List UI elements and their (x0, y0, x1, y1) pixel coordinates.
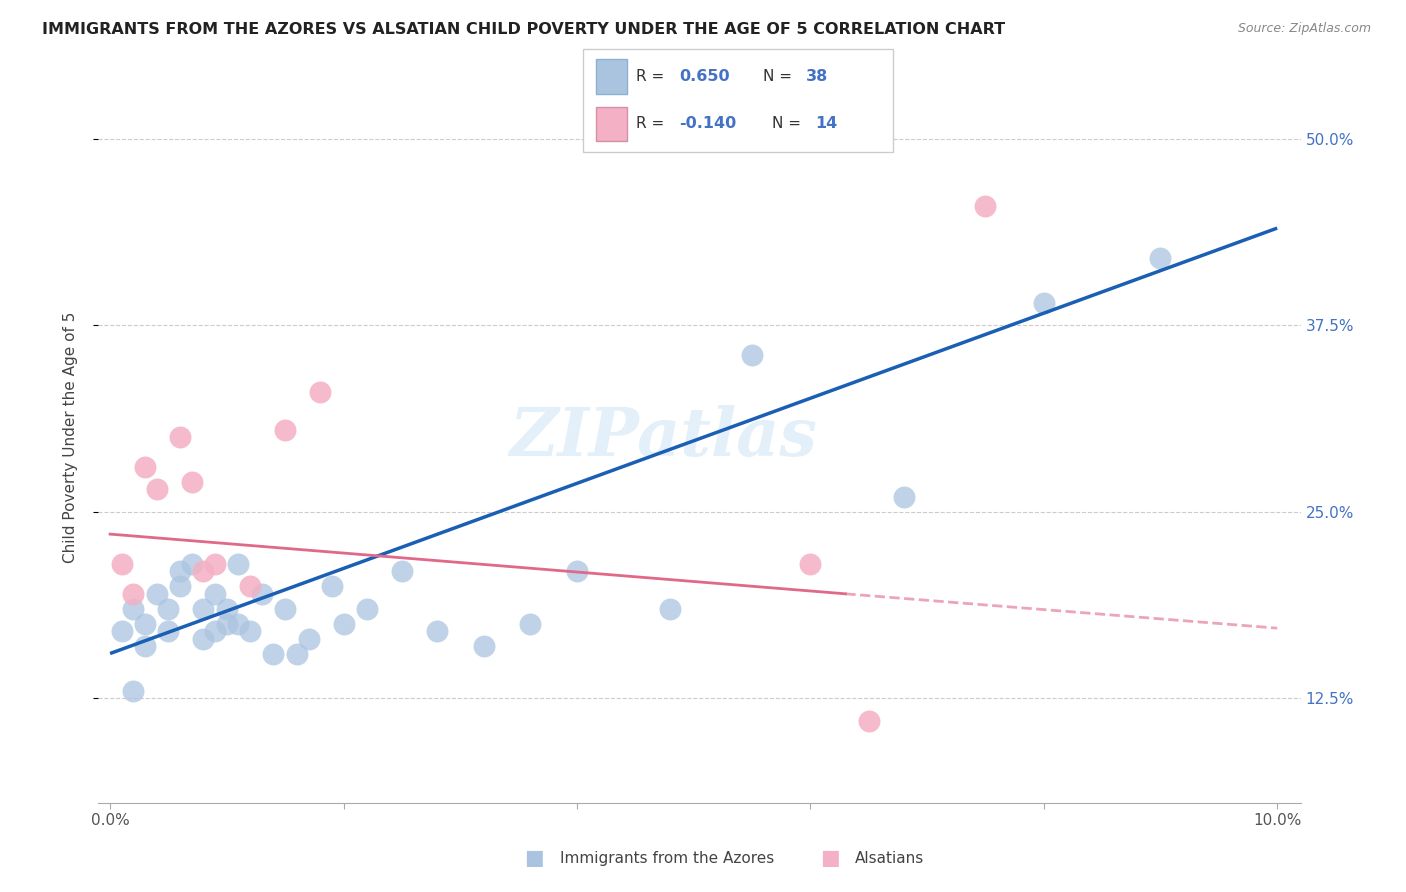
Point (274, 601, 297, 615)
Point (228, 557, 250, 571)
Point (858, 714, 880, 728)
Point (519, 616, 541, 631)
Point (472, 639, 495, 653)
Point (134, 639, 156, 653)
Point (180, 475, 202, 489)
FancyBboxPatch shape (583, 49, 893, 152)
Point (893, 490, 915, 504)
Point (215, 616, 238, 631)
Text: R =: R = (636, 117, 669, 131)
Point (169, 430, 191, 444)
Point (321, 579, 343, 593)
Point (297, 632, 319, 646)
Point (157, 624, 180, 639)
Text: Alsatians: Alsatians (855, 851, 924, 865)
Point (239, 579, 262, 593)
Text: 14: 14 (815, 117, 838, 131)
Point (250, 587, 273, 601)
Point (193, 632, 215, 646)
Point (169, 565, 191, 579)
Point (134, 459, 156, 474)
Text: 0.650: 0.650 (679, 70, 730, 84)
Text: N =: N = (772, 117, 806, 131)
Point (169, 579, 191, 593)
Point (111, 624, 134, 639)
Text: IMMIGRANTS FROM THE AZORES VS ALSATIAN CHILD POVERTY UNDER THE AGE OF 5 CORRELAT: IMMIGRANTS FROM THE AZORES VS ALSATIAN C… (42, 22, 1005, 37)
Point (122, 587, 145, 601)
Point (146, 587, 169, 601)
Point (391, 565, 413, 579)
Text: 38: 38 (806, 70, 828, 84)
Point (565, 565, 588, 579)
Point (274, 423, 297, 437)
Point (659, 601, 682, 615)
Point (356, 601, 378, 615)
Point (228, 616, 250, 631)
Point (426, 624, 449, 639)
Point (193, 601, 215, 615)
Point (239, 624, 262, 639)
Point (215, 601, 238, 615)
Point (204, 587, 226, 601)
Text: Source: ZipAtlas.com: Source: ZipAtlas.com (1237, 22, 1371, 36)
FancyBboxPatch shape (596, 106, 627, 141)
Point (285, 647, 308, 661)
Text: -0.140: -0.140 (679, 117, 737, 131)
Point (111, 557, 134, 571)
Point (204, 624, 226, 639)
Point (134, 616, 156, 631)
Point (741, 348, 763, 362)
Point (122, 601, 145, 615)
Point (193, 565, 215, 579)
Point (157, 601, 180, 615)
Text: ZIPatlas: ZIPatlas (509, 405, 817, 469)
Text: R =: R = (636, 70, 669, 84)
Text: ■: ■ (524, 848, 544, 868)
Point (146, 483, 169, 497)
Text: N =: N = (763, 70, 797, 84)
FancyBboxPatch shape (596, 59, 627, 95)
Point (332, 616, 354, 631)
Point (974, 199, 997, 213)
Point (1149, 251, 1171, 265)
Text: ■: ■ (820, 848, 839, 868)
Point (180, 557, 202, 571)
Point (263, 647, 285, 661)
Point (204, 557, 226, 571)
Point (122, 683, 145, 698)
Point (799, 557, 821, 571)
Point (1032, 295, 1054, 310)
Y-axis label: Child Poverty Under the Age of 5: Child Poverty Under the Age of 5 (63, 311, 77, 563)
Text: Immigrants from the Azores: Immigrants from the Azores (560, 851, 773, 865)
Point (309, 385, 332, 400)
